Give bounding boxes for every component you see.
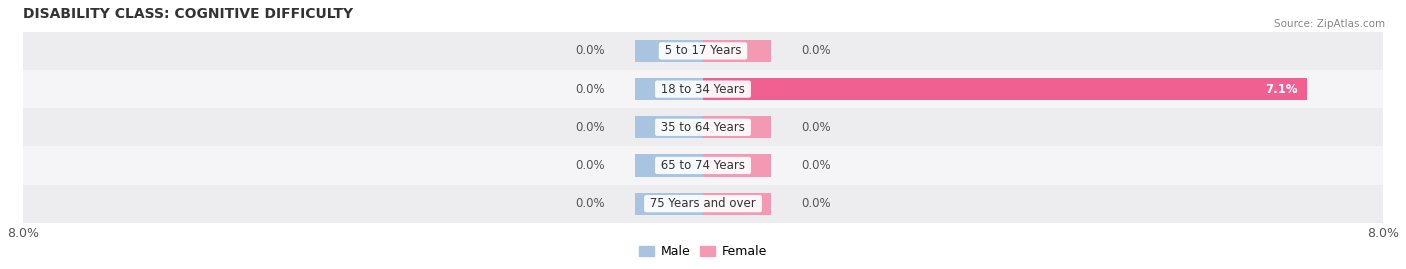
Text: 65 to 74 Years: 65 to 74 Years — [657, 159, 749, 172]
Bar — [22, 146, 1384, 185]
Text: 0.0%: 0.0% — [801, 197, 831, 210]
Bar — [703, 154, 770, 176]
Text: 35 to 64 Years: 35 to 64 Years — [657, 121, 749, 134]
Text: 0.0%: 0.0% — [575, 83, 605, 95]
Bar — [636, 78, 703, 100]
Text: 0.0%: 0.0% — [575, 159, 605, 172]
Bar — [636, 40, 703, 62]
Bar — [22, 185, 1384, 223]
Legend: Male, Female: Male, Female — [640, 246, 766, 259]
Text: 0.0%: 0.0% — [575, 44, 605, 57]
Text: DISABILITY CLASS: COGNITIVE DIFFICULTY: DISABILITY CLASS: COGNITIVE DIFFICULTY — [22, 7, 353, 21]
Bar — [22, 32, 1384, 70]
Bar — [636, 154, 703, 176]
Bar — [703, 78, 1306, 100]
Bar — [22, 70, 1384, 108]
Text: 7.1%: 7.1% — [1265, 83, 1298, 95]
Text: 18 to 34 Years: 18 to 34 Years — [657, 83, 749, 95]
Text: 5 to 17 Years: 5 to 17 Years — [661, 44, 745, 57]
Bar — [22, 108, 1384, 146]
Text: 0.0%: 0.0% — [801, 159, 831, 172]
Bar — [636, 116, 703, 138]
Text: 0.0%: 0.0% — [801, 44, 831, 57]
Bar — [636, 193, 703, 215]
Text: Source: ZipAtlas.com: Source: ZipAtlas.com — [1274, 19, 1385, 29]
Text: 0.0%: 0.0% — [575, 121, 605, 134]
Text: 0.0%: 0.0% — [801, 121, 831, 134]
Bar — [703, 116, 770, 138]
Bar — [703, 193, 770, 215]
Text: 75 Years and over: 75 Years and over — [647, 197, 759, 210]
Bar — [703, 40, 770, 62]
Text: 0.0%: 0.0% — [575, 197, 605, 210]
